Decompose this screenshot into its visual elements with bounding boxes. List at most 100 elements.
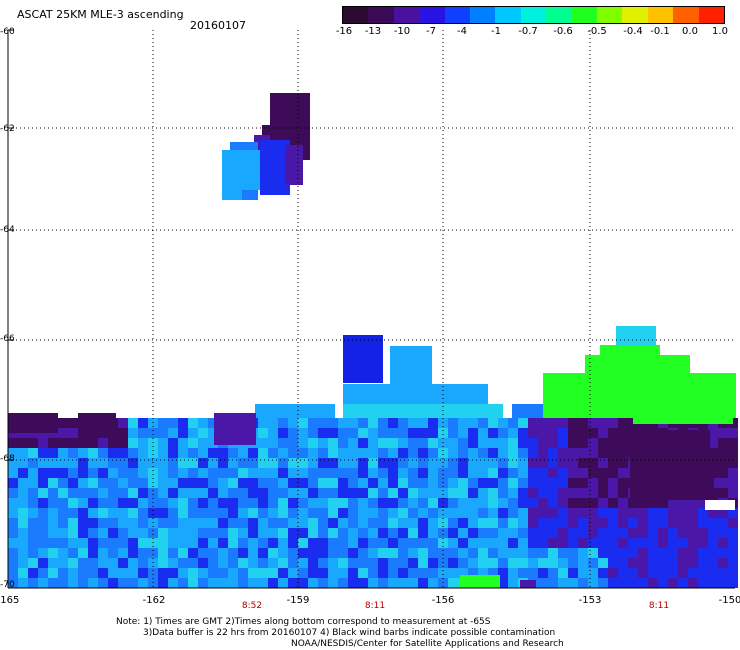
swath-cell	[668, 508, 678, 518]
swath-cell	[488, 498, 498, 508]
swath-cell	[18, 518, 28, 528]
swath-cell	[728, 538, 738, 548]
swath-cell	[138, 518, 148, 528]
swath-cell	[238, 498, 248, 508]
swath-cell	[168, 498, 178, 508]
swath-cell	[708, 538, 718, 548]
swath-cell	[428, 568, 438, 578]
swath-cell	[718, 508, 728, 518]
swath-cell	[128, 508, 138, 518]
swath-cell	[378, 418, 388, 428]
swath-cell	[338, 438, 348, 448]
swath-cell	[208, 498, 218, 508]
swath-cell	[38, 558, 48, 568]
swath-cell	[548, 528, 558, 538]
swath-cell	[368, 568, 378, 578]
swath-cell	[298, 488, 308, 498]
swath-cell	[268, 498, 278, 508]
swath-cell	[308, 458, 318, 468]
swath-cell	[508, 508, 518, 518]
swath-cell	[158, 518, 168, 528]
swath-cell	[198, 538, 208, 548]
swath-cell	[578, 558, 588, 568]
swath-cell	[508, 428, 518, 438]
colorbar-segment	[520, 7, 547, 23]
swath-cell	[248, 458, 258, 468]
green-region	[543, 373, 736, 418]
lon-label: -153	[578, 595, 602, 606]
swath-cell	[568, 538, 578, 548]
swath-cell	[448, 568, 458, 578]
swath-cell	[88, 508, 98, 518]
swath-cell	[208, 518, 218, 528]
swath-cell	[208, 508, 218, 518]
colorbar-segment	[343, 7, 369, 23]
swath-cell	[288, 528, 298, 538]
swath-cell	[618, 478, 628, 488]
swath-cell	[118, 568, 128, 578]
swath-cell	[208, 458, 218, 468]
swath-cell	[158, 528, 168, 538]
swath-cell	[648, 498, 658, 508]
swath-cell	[508, 558, 518, 568]
swath-cell	[348, 508, 358, 518]
swath-cell	[428, 418, 438, 428]
swath-cell	[538, 418, 548, 428]
swath-cell	[638, 508, 648, 518]
swath-cell	[328, 448, 338, 458]
swath-cell	[488, 568, 498, 578]
swath-cell	[98, 528, 108, 538]
swath-cell	[378, 458, 388, 468]
swath-cell	[528, 498, 538, 508]
swath-cell	[608, 518, 618, 528]
swath-cell	[458, 428, 468, 438]
swath-cell	[88, 548, 98, 558]
swath-cell	[388, 448, 398, 458]
swath-cell	[168, 478, 178, 488]
swath-cell	[88, 448, 98, 458]
swath-cell	[718, 558, 728, 568]
swath-cell	[728, 468, 738, 478]
swath-cell	[128, 438, 138, 448]
swath-cell	[438, 568, 448, 578]
swath-cell	[568, 528, 578, 538]
swath-cell	[278, 488, 288, 498]
swath-cell	[298, 458, 308, 468]
swath-cell	[628, 518, 638, 528]
swath-cell	[458, 458, 468, 468]
swath-cell	[508, 478, 518, 488]
swath-cell	[28, 518, 38, 528]
swath-cell	[408, 428, 418, 438]
swath-cell	[48, 458, 58, 468]
swath-cell	[228, 448, 238, 458]
swath-cell	[728, 518, 738, 528]
swath-cell	[18, 528, 28, 538]
swath-cell	[228, 508, 238, 518]
swath-cell	[488, 528, 498, 538]
swath-cell	[348, 568, 358, 578]
swath-cell	[318, 498, 328, 508]
swath-cell	[288, 418, 298, 428]
swath-cell	[598, 478, 608, 488]
swath-cell	[588, 438, 598, 448]
colorbar-tick: -7	[426, 26, 436, 37]
swath-cell	[478, 568, 488, 578]
swath-cell	[638, 518, 648, 528]
swath-cell	[608, 528, 618, 538]
swath-cell	[678, 528, 688, 538]
swath-cell	[428, 578, 438, 588]
swath-cell	[218, 468, 228, 478]
colorbar-segment	[597, 7, 623, 23]
swath-cell	[308, 548, 318, 558]
swath-cell	[648, 568, 658, 578]
swath-cell	[408, 578, 418, 588]
swath-cell	[708, 568, 718, 578]
swath-cell	[628, 498, 638, 508]
swath-cell	[458, 478, 468, 488]
swath-cell	[378, 558, 388, 568]
swath-cell	[18, 458, 28, 468]
swath-cell	[588, 578, 598, 588]
swath-cell	[558, 568, 568, 578]
swath-cell	[608, 428, 618, 438]
swath-cell	[108, 538, 118, 548]
